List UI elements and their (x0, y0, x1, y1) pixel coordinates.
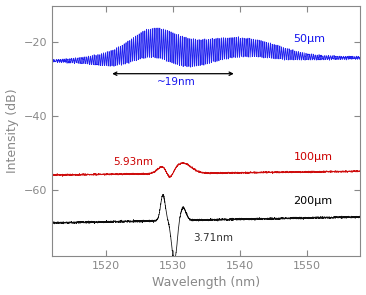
Text: 200μm: 200μm (294, 196, 333, 206)
Text: ~19nm: ~19nm (157, 77, 196, 87)
Text: 5.93nm: 5.93nm (113, 157, 153, 167)
Text: 100μm: 100μm (294, 152, 332, 162)
Text: 50μm: 50μm (294, 34, 325, 44)
Y-axis label: Intensity (dB): Intensity (dB) (5, 88, 19, 173)
X-axis label: Wavelength (nm): Wavelength (nm) (152, 276, 261, 289)
Text: 3.71nm: 3.71nm (193, 233, 233, 242)
